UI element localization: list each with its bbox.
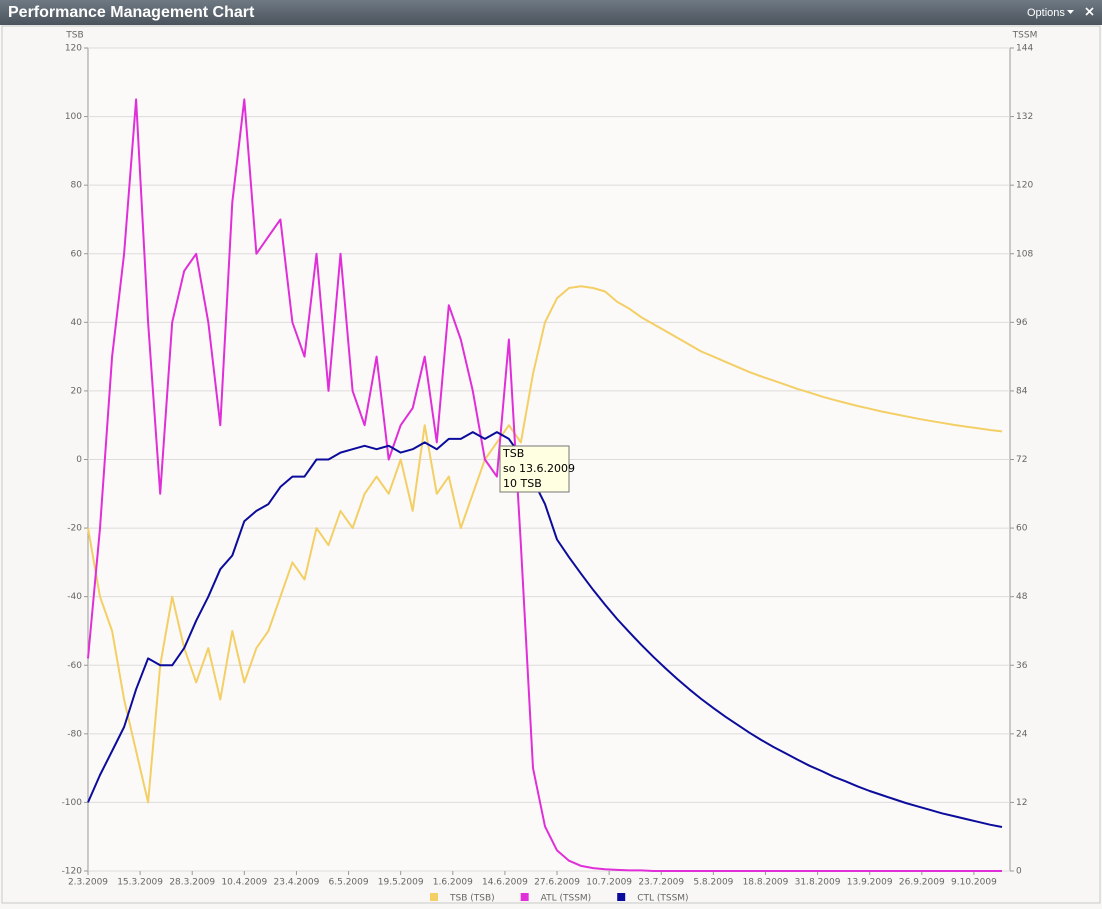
x-tick-label: 15.3.2009 bbox=[117, 878, 163, 888]
y-tick-label: -40 bbox=[67, 592, 82, 602]
y2-tick-label: 84 bbox=[1016, 386, 1028, 396]
x-tick-label: 13.9.2009 bbox=[847, 878, 893, 888]
y2-tick-label: 108 bbox=[1016, 249, 1033, 259]
x-tick-label: 2.3.2009 bbox=[68, 878, 108, 888]
y-tick-label: 0 bbox=[76, 455, 82, 465]
y2-tick-label: 96 bbox=[1016, 318, 1028, 328]
legend-label: TSB (TSB) bbox=[449, 894, 495, 904]
x-tick-label: 1.6.2009 bbox=[433, 878, 473, 888]
options-button[interactable]: Options bbox=[1027, 7, 1065, 19]
y-tick-label: 120 bbox=[65, 44, 82, 54]
x-tick-label: 23.7.2009 bbox=[638, 878, 684, 888]
y-tick-label: 100 bbox=[65, 112, 82, 122]
y-axis-label: TSB bbox=[65, 31, 83, 41]
tooltip: TSB so 13.6.2009 10 TSB bbox=[499, 445, 575, 493]
y2-tick-label: 48 bbox=[1016, 592, 1028, 602]
y2-axis-label: TSSM bbox=[1012, 31, 1038, 41]
y-tick-label: 60 bbox=[71, 249, 83, 259]
x-tick-label: 14.6.2009 bbox=[482, 878, 528, 888]
y-tick-label: -60 bbox=[67, 661, 82, 671]
x-tick-label: 9.10.2009 bbox=[951, 878, 997, 888]
y2-tick-label: 120 bbox=[1016, 181, 1033, 191]
x-tick-label: 23.4.2009 bbox=[274, 878, 320, 888]
x-tick-label: 10.7.2009 bbox=[586, 878, 632, 888]
close-button[interactable] bbox=[1085, 7, 1094, 16]
y2-tick-label: 144 bbox=[1016, 44, 1033, 54]
legend-swatch bbox=[617, 893, 626, 901]
y-tick-label: 80 bbox=[71, 181, 83, 191]
y-tick-label: -120 bbox=[62, 867, 83, 877]
options-arrow[interactable] bbox=[1067, 10, 1074, 14]
x-tick-label: 19.5.2009 bbox=[378, 878, 424, 888]
window-title: Performance Management Chart bbox=[8, 4, 255, 21]
x-tick-label: 18.8.2009 bbox=[743, 878, 789, 888]
x-tick-label: 6.5.2009 bbox=[329, 878, 369, 888]
series-line bbox=[87, 431, 1003, 828]
tooltip-date: so 13.6.2009 bbox=[503, 462, 575, 475]
y2-tick-label: 12 bbox=[1016, 798, 1027, 808]
y-tick-label: -100 bbox=[62, 798, 83, 808]
y2-tick-label: 132 bbox=[1016, 112, 1033, 122]
x-tick-label: 31.8.2009 bbox=[795, 878, 841, 888]
y2-tick-label: 72 bbox=[1016, 455, 1027, 465]
x-tick-label: 28.3.2009 bbox=[169, 878, 215, 888]
series-line bbox=[87, 98, 1002, 872]
y-tick-label: -80 bbox=[67, 729, 82, 739]
x-tick-label: 10.4.2009 bbox=[221, 878, 267, 888]
y2-tick-label: 60 bbox=[1016, 524, 1028, 534]
x-tick-label: 5.8.2009 bbox=[693, 878, 733, 888]
y2-tick-label: 24 bbox=[1016, 729, 1028, 739]
x-tick-label: 26.9.2009 bbox=[899, 878, 945, 888]
legend-swatch bbox=[520, 893, 529, 901]
y2-tick-label: 36 bbox=[1016, 661, 1028, 671]
y-tick-label: 40 bbox=[71, 318, 83, 328]
x-tick-label: 27.6.2009 bbox=[534, 878, 580, 888]
title-bar bbox=[0, 0, 1102, 25]
legend-label: CTL (TSSM) bbox=[637, 894, 688, 904]
tooltip-title: TSB bbox=[502, 447, 524, 460]
y2-tick-label: 0 bbox=[1016, 867, 1022, 877]
legend-swatch bbox=[430, 893, 438, 901]
series-line bbox=[87, 285, 1003, 804]
y-tick-label: -20 bbox=[67, 524, 82, 534]
tooltip-value: 10 TSB bbox=[503, 477, 542, 490]
tooltip-box bbox=[499, 445, 570, 493]
legend-label: ATL (TSSM) bbox=[541, 894, 592, 904]
y-tick-label: 20 bbox=[71, 386, 83, 396]
